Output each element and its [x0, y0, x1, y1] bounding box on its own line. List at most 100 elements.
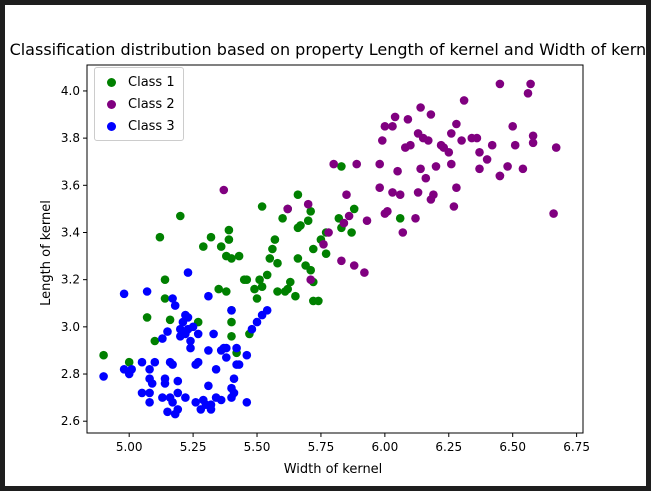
data-point: [268, 244, 277, 254]
data-point: [388, 122, 397, 131]
x-axis-label: Width of kernel: [284, 462, 383, 477]
y-tick-label: 4.0: [61, 84, 80, 98]
data-point: [344, 211, 354, 221]
x-tick-label: 5.25: [180, 440, 207, 454]
data-point: [222, 353, 231, 362]
data-point: [309, 244, 318, 254]
data-point: [229, 374, 239, 384]
data-point: [349, 261, 359, 270]
data-point: [314, 296, 323, 306]
data-point: [393, 166, 402, 176]
data-point: [224, 235, 234, 244]
data-point: [124, 357, 134, 367]
data-point: [487, 140, 497, 150]
y-tick-label: 3.2: [61, 273, 80, 287]
data-point: [503, 162, 512, 171]
data-point: [247, 324, 257, 334]
data-point: [145, 365, 154, 374]
data-point: [170, 301, 180, 310]
data-point: [222, 343, 231, 353]
data-point: [472, 133, 482, 143]
data-point: [227, 306, 236, 315]
data-point: [283, 204, 293, 214]
data-point: [227, 332, 236, 341]
data-point: [375, 183, 385, 192]
data-point: [252, 294, 262, 303]
data-point: [150, 336, 160, 346]
data-point: [395, 214, 405, 223]
data-point: [349, 204, 359, 214]
data-point: [186, 343, 195, 353]
legend-entry: Class 3: [102, 115, 175, 137]
data-point: [188, 322, 198, 332]
x-tick-label: 6.75: [563, 440, 590, 454]
data-point: [337, 256, 346, 266]
data-point: [160, 379, 170, 388]
data-point: [168, 294, 177, 303]
data-point: [306, 207, 316, 216]
axes-layer: 5.00 5.25 5.50 5.75 6.00 6.25 6.50 6.75 2.6 2.8 3.…: [61, 64, 590, 454]
data-point: [216, 242, 226, 251]
data-point: [173, 376, 183, 386]
data-point: [273, 287, 282, 296]
data-point: [398, 228, 408, 237]
data-point: [518, 164, 528, 174]
data-point: [265, 254, 275, 263]
data-point: [181, 393, 190, 402]
chart-title: Classification distribution based on pro…: [10, 40, 646, 59]
data-point: [257, 202, 267, 211]
data-point: [431, 162, 441, 171]
data-point: [319, 240, 328, 249]
legend: Class 1 Class 2 Class 3: [94, 67, 184, 141]
data-point: [296, 221, 305, 230]
data-point: [482, 155, 492, 164]
data-point: [457, 136, 466, 145]
data-point: [142, 287, 152, 296]
data-point: [183, 268, 193, 277]
data-point: [204, 381, 213, 391]
data-point: [495, 171, 505, 181]
data-point: [183, 313, 193, 322]
data-point: [447, 129, 456, 138]
data-point: [158, 334, 167, 343]
x-tick-label: 6.25: [435, 440, 462, 454]
data-point: [411, 214, 420, 223]
data-point: [158, 393, 167, 402]
data-point: [526, 79, 535, 89]
data-point: [234, 360, 244, 369]
legend-entry: Class 1: [102, 71, 175, 93]
data-point: [216, 395, 226, 405]
data-point: [147, 379, 157, 388]
scatter-chart: Classification distribution based on pro…: [10, 40, 646, 477]
data-point: [429, 190, 438, 199]
data-point: [168, 398, 177, 407]
data-point: [142, 313, 152, 322]
data-point: [362, 216, 372, 225]
data-point: [257, 282, 267, 292]
x-tick-label: 5.50: [244, 440, 271, 454]
legend-label: Class 3: [128, 118, 175, 134]
data-point: [165, 315, 175, 325]
data-point: [270, 235, 280, 244]
data-point: [551, 143, 561, 152]
figure: Classification distribution based on pro…: [5, 5, 646, 486]
data-point: [549, 209, 558, 218]
data-point: [168, 360, 177, 369]
data-point: [449, 202, 459, 211]
data-point: [119, 289, 129, 299]
data-point: [214, 284, 223, 294]
data-point: [523, 89, 533, 98]
x-tick-label: 5.00: [116, 440, 143, 454]
data-point: [324, 228, 333, 237]
data-point: [273, 258, 282, 268]
data-point: [252, 317, 262, 327]
data-point: [160, 294, 170, 303]
data-point: [403, 115, 413, 124]
data-point: [150, 357, 160, 367]
data-point: [416, 164, 425, 174]
data-point: [193, 357, 203, 367]
data-point: [378, 136, 387, 145]
data-point: [209, 329, 218, 339]
y-tick-label: 2.6: [61, 414, 80, 428]
data-point: [426, 110, 436, 119]
